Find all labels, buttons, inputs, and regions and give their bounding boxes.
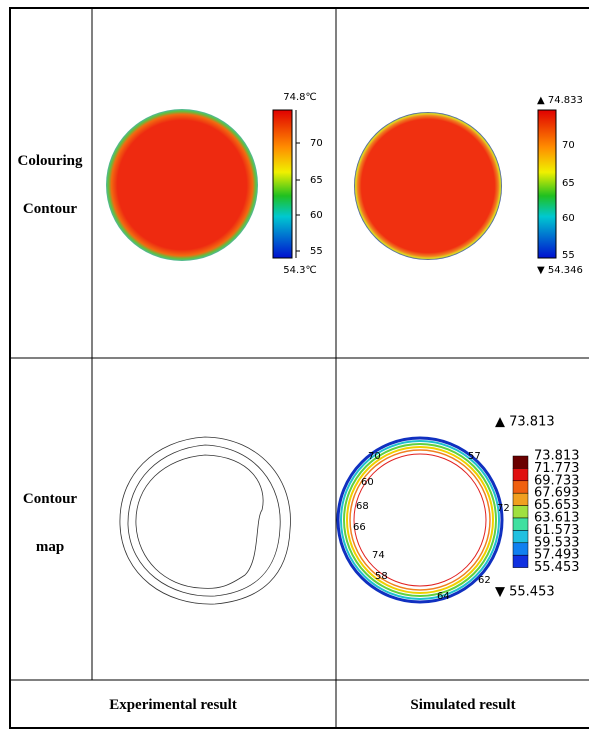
legend-label: 55.453: [534, 560, 580, 575]
legend-swatch: [513, 555, 528, 567]
contour-label: 60: [361, 477, 374, 488]
colorbar-tick-label: 60: [310, 210, 323, 221]
legend-swatch: [513, 468, 528, 480]
legend-swatch: [513, 543, 528, 555]
contour-label: 72: [497, 503, 510, 514]
colorbar-tick-label: 70: [310, 138, 323, 149]
row-label: Colouring: [17, 153, 83, 169]
experimental-contour-map: [120, 437, 291, 604]
contour-label: 62: [478, 575, 491, 586]
column-label: Simulated result: [410, 697, 515, 713]
experimental-colour-map: [106, 109, 258, 261]
colorbar: [538, 110, 556, 258]
colorbar-tick-label: 70: [562, 140, 575, 151]
colorbar-max: 74.8℃: [283, 92, 317, 103]
legend-swatch: [513, 506, 528, 518]
legend-swatch: [513, 530, 528, 542]
colorbar: [273, 110, 292, 258]
legend-max: ▲ 73.813: [495, 415, 555, 430]
contour-label: 68: [356, 501, 369, 512]
legend-swatch: [513, 493, 528, 505]
contour-label: 64: [437, 591, 450, 602]
colorbar-min: ▼ 54.346: [537, 265, 583, 276]
contour-label: 58: [375, 571, 388, 582]
row-label: map: [36, 539, 64, 555]
contour-label: 70: [368, 451, 381, 462]
colorbar-max: ▲ 74.833: [537, 95, 583, 106]
colorbar-tick-label: 55: [310, 246, 323, 257]
colorbar-min: 54.3℃: [283, 265, 317, 276]
legend-swatch: [513, 481, 528, 493]
row-label: Contour: [23, 491, 78, 507]
colorbar-tick-label: 60: [562, 213, 575, 224]
legend-min: ▼ 55.453: [495, 585, 555, 600]
contour-label: 74: [372, 550, 385, 561]
colorbar-tick-label: 55: [562, 250, 575, 261]
simulated-colour-map: [354, 112, 502, 260]
table-grid: [10, 8, 589, 728]
contour-label: 66: [353, 522, 366, 533]
contour-label: 57: [468, 451, 481, 462]
legend-swatch: [513, 456, 528, 468]
figure: Colouring Contour Contour map Experiment…: [0, 0, 589, 730]
column-label: Experimental result: [109, 697, 237, 713]
row-label: Contour: [23, 201, 78, 217]
colorbar-tick-label: 65: [562, 178, 575, 189]
legend-swatch: [513, 518, 528, 530]
colorbar-tick-label: 65: [310, 175, 323, 186]
